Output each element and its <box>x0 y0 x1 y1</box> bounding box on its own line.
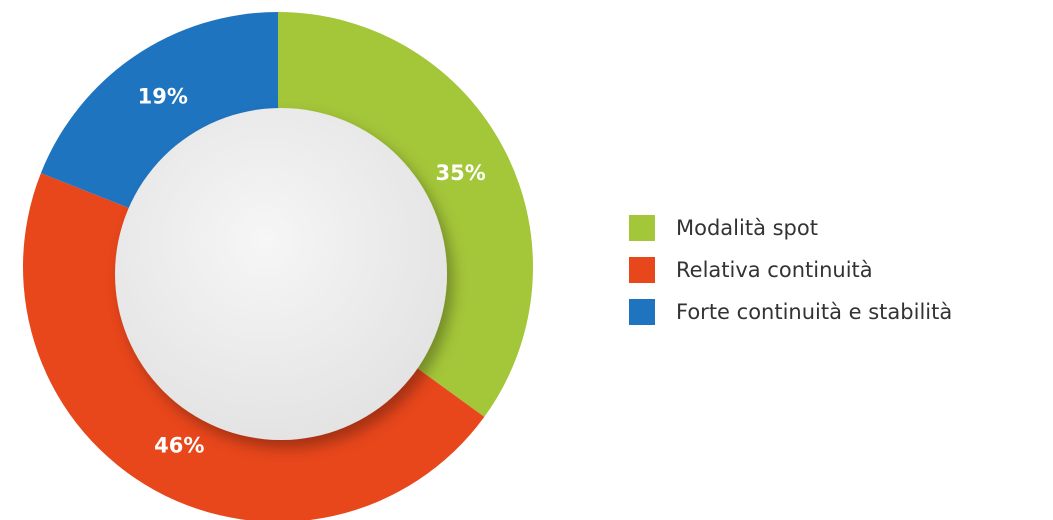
value-label: 19% <box>138 84 188 108</box>
legend-swatch <box>629 257 655 283</box>
value-labels: 35% 46% 19% <box>138 84 486 457</box>
legend-label: Relativa continuità <box>676 258 873 282</box>
legend: Modalità spot Relativa continuità Forte co… <box>629 215 952 325</box>
legend-swatch <box>629 299 655 325</box>
legend-swatch <box>629 215 655 241</box>
value-label: 46% <box>154 434 204 458</box>
value-label: 35% <box>436 161 486 185</box>
legend-label: Modalità spot <box>676 216 818 240</box>
donut-hole <box>115 108 447 440</box>
legend-label: Forte continuità e stabilità <box>676 300 952 324</box>
